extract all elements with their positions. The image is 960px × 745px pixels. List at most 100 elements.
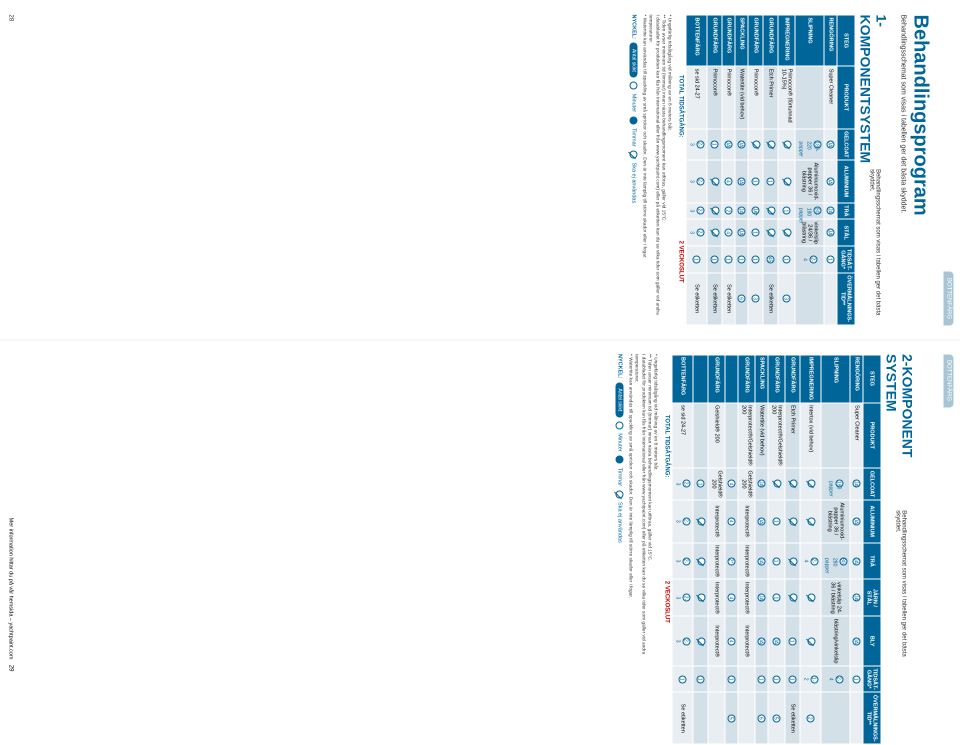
- total-row-1: TOTAL TIDSÅTGÅNG: 2 VECKOSLUT: [676, 15, 686, 326]
- value-cell: 2-3: [686, 219, 707, 246]
- value-cell: [850, 692, 863, 744]
- note-line: ** Tiden avser minimum tid (timmar) inna…: [645, 354, 651, 666]
- value-cell: [821, 692, 850, 744]
- value-cell: 4: [725, 616, 738, 666]
- value-cell: 1: [768, 543, 785, 580]
- value-cell: 4: [722, 160, 735, 203]
- key-item: Timmar: [616, 468, 622, 486]
- col-header: TIDSÅT-GÅNG*: [837, 246, 855, 272]
- value-cell: 2-3: [686, 203, 707, 219]
- total-value: 2 VECKOSLUT: [676, 198, 686, 325]
- value-cell: [778, 219, 795, 246]
- value-cell: 5: [768, 692, 785, 744]
- note-line: ** Tiden avser minimum tid (timmar) inna…: [659, 15, 665, 326]
- product-cell: [725, 403, 738, 468]
- product-cell: se sid 24-27: [686, 66, 707, 128]
- step-cell: GRUNDFÄRG: [707, 15, 722, 66]
- value-cell: 3: [748, 273, 763, 325]
- value-cell: Gelshield® 200: [738, 468, 755, 500]
- key-label: NYCKEL:: [630, 15, 636, 39]
- key-item: Ska ej användas: [630, 163, 636, 204]
- value-cell: 1: [672, 666, 693, 692]
- col-header: JÄRN / STÅL: [863, 579, 881, 616]
- col-header: STÅL: [837, 219, 855, 246]
- value-cell: 1: [748, 246, 763, 272]
- value-cell: JA: [735, 219, 748, 246]
- value-cell: 2-3: [686, 160, 707, 203]
- step-cell: GRUNDFÄRG: [748, 15, 763, 66]
- product-cell: Watertite (vid behov): [755, 403, 768, 468]
- value-cell: [708, 692, 725, 744]
- value-cell: [800, 500, 821, 543]
- step-cell: [725, 355, 738, 403]
- value-cell: [693, 500, 708, 543]
- value-cell: Interprotect®: [708, 579, 725, 616]
- col-header: STEG: [863, 355, 881, 403]
- product-cell: Super Cleaner: [824, 66, 837, 128]
- value-cell: 180-220 papper: [795, 129, 824, 160]
- page-number-right: 29: [8, 665, 14, 672]
- value-cell: 1: [768, 579, 785, 616]
- value-cell: Interprotect®: [708, 500, 725, 543]
- step-cell: BOTTENFÄRG: [686, 15, 707, 66]
- col-header: TIDSÅT-GÅNG*: [863, 666, 881, 692]
- value-cell: Se etiketten: [785, 692, 800, 744]
- product-cell: Interprotect®/Gelshield® 200: [768, 403, 785, 468]
- value-cell: [800, 468, 821, 500]
- table-row: IMPREGNERINGPrimocon® (förtunnad 10-15%)…: [778, 15, 795, 325]
- value-cell: JA: [755, 616, 768, 666]
- value-cell: JA: [850, 543, 863, 580]
- treatment-table-2: STEGPRODUKTGELCOATALUMINIUMTRÄJÄRN / STÅ…: [672, 354, 882, 745]
- key-legend-2: NYCKEL: Antal skikt Minuter Timmar Ska e…: [615, 354, 623, 666]
- value-cell: [707, 219, 722, 246]
- table-row: SPACKLINGWatertite (vid behov)JAJAJAJA16: [735, 15, 748, 325]
- note-line: I databladet för produkten kan fås från …: [633, 354, 645, 666]
- value-cell: 1: [768, 500, 785, 543]
- minutes-icon: [629, 82, 637, 90]
- header-tab: BOTTENFÄRG: [944, 354, 954, 407]
- value-cell: [785, 500, 800, 543]
- product-cell: Intertox (vid behov): [800, 403, 821, 468]
- product-cell: Etch Primer: [763, 66, 778, 128]
- page-right: BOTTENFÄRG 2-KOMPONENT SYSTEM Behandling…: [0, 340, 960, 680]
- value-cell: 1: [763, 160, 778, 203]
- key-item: Minuter: [630, 94, 636, 112]
- product-cell: Watertite (vid behov): [735, 66, 748, 128]
- note-line: * Watertite kan användas till spackling …: [640, 15, 646, 326]
- value-cell: [795, 273, 824, 325]
- value-cell: 1: [755, 666, 768, 692]
- table-row: RENGÖRINGSuper CleanerJAJAJAJAJA1: [850, 355, 863, 745]
- value-cell: Se etiketten: [722, 273, 735, 325]
- col-header: GELCOAT: [863, 468, 881, 500]
- table-row: GRUNDFÄRGInterprotect®/Gelshield® 200Gel…: [738, 355, 755, 745]
- step-cell: SPACKLING: [755, 355, 768, 403]
- value-cell: 1-2: [800, 666, 821, 692]
- value-cell: Interprotect®: [738, 579, 755, 616]
- value-cell: [748, 129, 763, 160]
- value-cell: JA: [755, 468, 768, 500]
- value-cell: 2-4: [821, 666, 850, 692]
- col-header: TRÄ: [837, 203, 855, 219]
- product-cell: Interprotect®/Gelshield® 200: [738, 403, 755, 468]
- section1-title: 1-KOMPONENTSYSTEM Behandlingsschemat som…: [858, 15, 890, 326]
- col-header: ALUMINIUM: [863, 500, 881, 543]
- table-row: GRUNDFÄRGGelshield® 200Gelshield® 200Int…: [708, 355, 725, 745]
- value-cell: 4: [725, 579, 738, 616]
- product-cell: Primocon®: [722, 66, 735, 128]
- col-header: ÖVERMÅLNINGS-TID**: [863, 692, 881, 744]
- value-cell: Se etiketten: [763, 273, 778, 325]
- value-cell: [763, 203, 778, 219]
- value-cell: 6: [735, 273, 748, 325]
- value-cell: JA: [824, 129, 837, 160]
- value-cell: 6: [755, 692, 768, 744]
- step-cell: GRUNDFÄRG: [708, 355, 725, 403]
- value-cell: Interprotect®: [738, 616, 755, 666]
- value-cell: 2-3: [672, 543, 693, 580]
- product-cell: [821, 403, 850, 468]
- table-row: GRUNDFÄRGEtch Primer145Se etiketten: [763, 15, 778, 325]
- table-row: IMPREGNERINGIntertox (vid behov)2-41-22: [800, 355, 821, 745]
- value-cell: 80-180 papper: [795, 203, 824, 219]
- col-header: PRODUKT: [863, 403, 881, 468]
- value-cell: Gelshield® 200: [708, 468, 725, 500]
- value-cell: 1: [785, 616, 800, 666]
